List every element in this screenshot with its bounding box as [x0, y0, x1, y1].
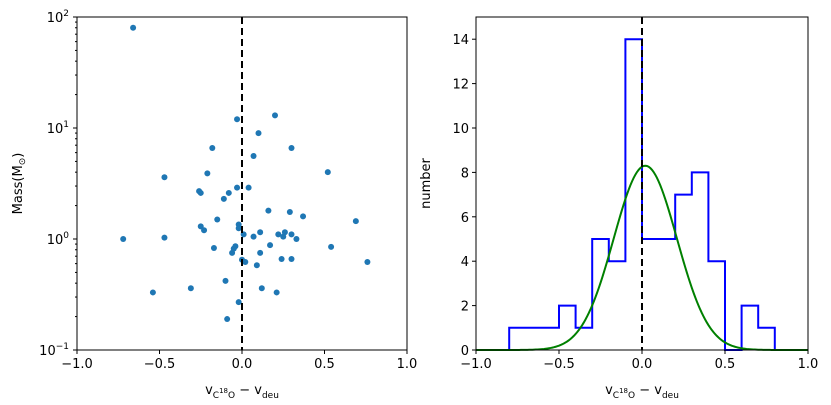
y-tick-label: 100 — [47, 231, 70, 248]
scatter-point — [257, 229, 264, 236]
x-tick-label: −0.5 — [543, 357, 575, 372]
y-tick-label: 12 — [452, 78, 469, 93]
scatter-point — [288, 256, 295, 263]
scatter-point — [161, 174, 168, 181]
scatter-point — [253, 262, 260, 269]
scatter-point — [272, 112, 278, 119]
y-tick-label: 4 — [461, 255, 469, 270]
x-tick-label: 1.0 — [798, 357, 819, 372]
y-tick-label: 10−1 — [39, 342, 69, 359]
histogram-panel: −1.0 −0.5 0.0 0.5 1.0 0 2 4 6 8 10 12 14 vC18O − vd… — [419, 16, 818, 401]
x-tick-label: 0.0 — [232, 357, 253, 372]
x-tick-label: 0.0 — [632, 357, 653, 372]
scatter-point — [149, 289, 156, 296]
scatter-point — [352, 218, 359, 225]
scatter-x-axis: −1.0 −0.5 0.0 0.5 1.0 — [61, 350, 417, 372]
scatter-point — [161, 234, 168, 241]
histogram-y-axis: 0 2 4 6 8 10 12 14 — [452, 33, 476, 359]
scatter-panel: −1.0 −0.5 0.0 0.5 1.0 10−1 100 101 102 vC18O − … — [11, 9, 417, 401]
scatter-point — [265, 207, 272, 214]
scatter-point — [288, 231, 295, 238]
scatter-point — [209, 145, 216, 152]
y-tick-label: 0 — [461, 344, 469, 359]
scatter-point — [250, 233, 257, 240]
y-tick-label: 10 — [452, 122, 469, 137]
scatter-point — [250, 152, 257, 159]
scatter-y-axis: 10−1 100 101 102 — [39, 9, 77, 359]
scatter-point — [214, 216, 221, 223]
scatter-point — [234, 116, 241, 123]
y-tick-label: 8 — [461, 166, 469, 181]
scatter-point — [293, 236, 300, 242]
scatter-point — [281, 229, 288, 236]
scatter-point — [210, 244, 217, 251]
scatter-x-axis-label: vC18O − vdeu — [205, 383, 279, 401]
scatter-point — [234, 184, 241, 191]
y-tick-label: 101 — [47, 120, 69, 137]
scatter-point — [220, 195, 227, 202]
scatter-point — [245, 184, 252, 191]
x-tick-label: −1.0 — [460, 357, 492, 372]
y-tick-label: 6 — [461, 211, 469, 226]
scatter-point — [288, 145, 295, 152]
x-tick-label: 0.5 — [715, 357, 736, 372]
scatter-point — [204, 170, 211, 177]
scatter-point — [242, 259, 249, 266]
scatter-point — [324, 169, 331, 176]
scatter-point — [130, 24, 137, 31]
scatter-point — [257, 249, 264, 256]
scatter-point — [235, 299, 242, 306]
scatter-point — [275, 231, 282, 238]
x-tick-label: 1.0 — [397, 357, 418, 372]
scatter-point — [232, 243, 239, 250]
y-tick-label: 2 — [461, 300, 469, 315]
scatter-points — [120, 24, 371, 323]
scatter-point — [225, 189, 232, 196]
scatter-point — [258, 285, 265, 292]
scatter-point — [328, 243, 335, 250]
scatter-point — [267, 242, 274, 249]
histogram-y-axis-label: number — [419, 157, 434, 208]
x-tick-label: −0.5 — [144, 357, 176, 372]
scatter-point — [300, 213, 307, 220]
scatter-point — [273, 289, 280, 296]
scatter-point — [201, 227, 208, 234]
y-tick-label: 102 — [47, 9, 69, 26]
scatter-point — [187, 285, 194, 292]
scatter-point — [364, 259, 371, 266]
scatter-point — [222, 277, 229, 284]
x-tick-label: 0.5 — [314, 357, 335, 372]
scatter-point — [255, 130, 262, 137]
scatter-point — [120, 236, 127, 242]
histogram-x-axis-label: vC18O − vdeu — [605, 383, 679, 401]
histogram-x-axis: −1.0 −0.5 0.0 0.5 1.0 — [460, 350, 818, 372]
scatter-point — [235, 225, 242, 232]
scatter-y-axis-label: Mass(M⊙) — [11, 153, 28, 215]
scatter-point — [224, 316, 231, 323]
y-tick-label: 14 — [452, 33, 469, 48]
scatter-point — [286, 209, 293, 216]
scatter-point — [278, 256, 285, 263]
scatter-point — [197, 189, 204, 196]
x-tick-label: −1.0 — [61, 357, 93, 372]
